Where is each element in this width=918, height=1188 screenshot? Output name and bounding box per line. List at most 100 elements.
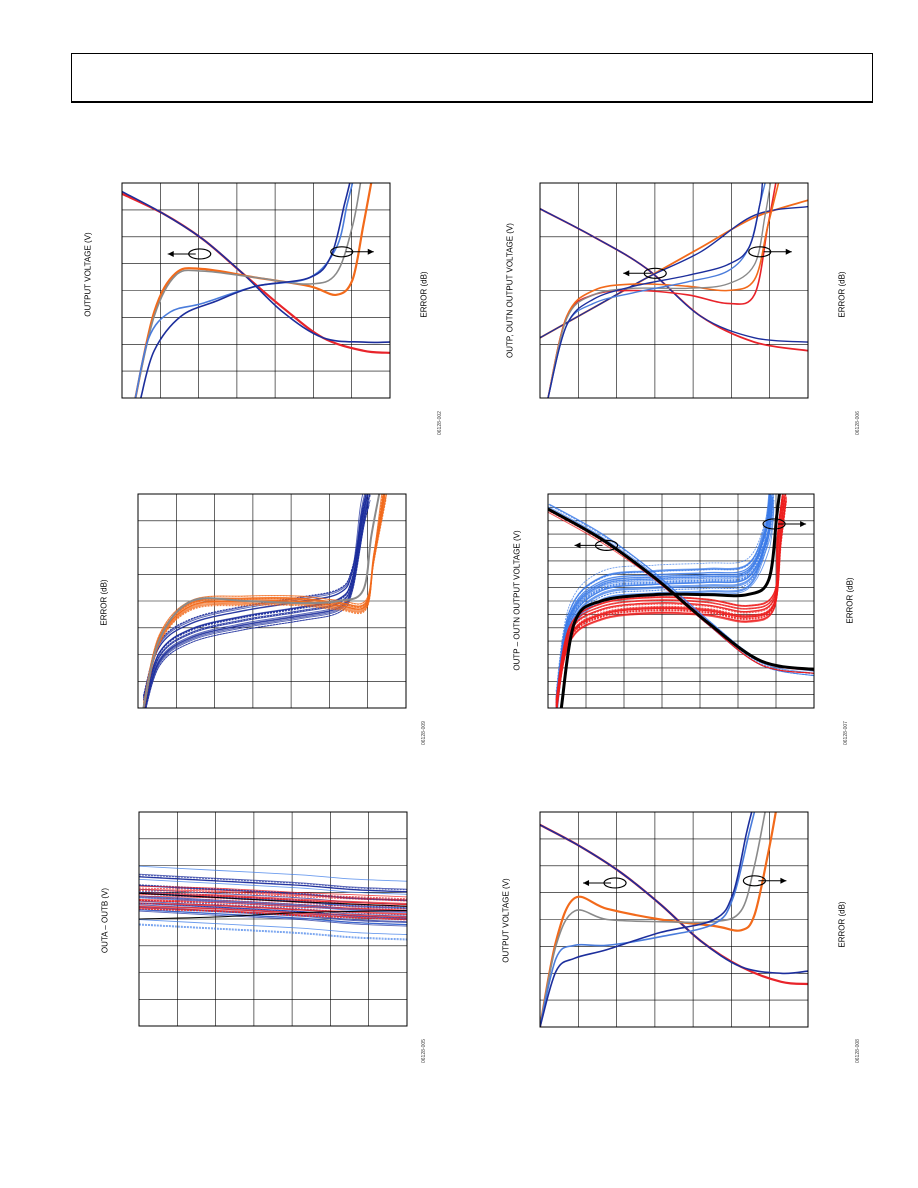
chart-4-figure-id: 06128-007 <box>843 721 849 745</box>
axis-indicator-marker <box>167 248 212 260</box>
series-line <box>139 903 407 915</box>
series-line <box>555 494 774 706</box>
series-line <box>144 500 369 708</box>
series-line <box>139 892 407 904</box>
series-line <box>540 199 808 339</box>
chart-5-plot-area <box>139 865 407 941</box>
chart-6-figure-id: 06128-008 <box>855 1039 861 1063</box>
series-line <box>139 902 407 915</box>
axis-indicator-marker <box>574 539 619 551</box>
series-line <box>559 494 781 708</box>
series-line <box>139 908 407 921</box>
chart-2-grid <box>540 183 808 398</box>
chart-3-y-axis-label: ERROR (dB) <box>99 579 109 626</box>
series-line <box>139 902 407 919</box>
series-line <box>142 494 364 699</box>
chart-1-frame <box>121 182 391 399</box>
series-line <box>139 878 407 895</box>
chart-2-y2-axis-label: ERROR (dB) <box>837 271 847 318</box>
chart-1-y-axis-label: OUTPUT VOLTAGE (V) <box>83 232 93 317</box>
series-line <box>142 494 371 707</box>
series-line <box>540 812 756 1027</box>
page-header-box <box>71 53 873 103</box>
chart-2-figure-id: 06128-006 <box>855 411 861 435</box>
series-line <box>540 824 808 975</box>
series-line <box>556 502 786 708</box>
chart-1-plot-area <box>122 183 390 398</box>
series-line <box>139 885 407 898</box>
series-line <box>555 494 772 703</box>
series-line <box>142 494 369 697</box>
series-line <box>142 494 367 696</box>
series-line <box>547 183 772 398</box>
series-line <box>555 494 786 706</box>
series-line <box>139 865 407 882</box>
chart-3-frame <box>137 493 407 709</box>
chart-3-plot <box>137 493 407 709</box>
axis-indicator-marker <box>748 246 792 258</box>
chart-4-plot-area <box>548 494 814 708</box>
series-line <box>556 499 788 708</box>
series-line <box>540 823 808 986</box>
series-line <box>139 892 407 907</box>
chart-2-plot <box>539 182 809 399</box>
series-line <box>555 494 784 706</box>
chart-6-y-axis-label: OUTPUT VOLTAGE (V) <box>501 878 511 963</box>
chart-1-plot <box>121 182 391 399</box>
series-line <box>555 494 772 698</box>
series-line <box>139 909 407 920</box>
series-line <box>140 183 351 398</box>
chart-5-figure-id: 06128-005 <box>421 1039 427 1063</box>
series-line <box>139 909 407 926</box>
chart-4-plot <box>547 493 815 709</box>
series-line <box>134 183 362 398</box>
chart-6-frame <box>539 811 809 1028</box>
axis-indicator-marker <box>623 267 667 279</box>
series-line <box>139 910 407 927</box>
series-line <box>139 899 407 916</box>
chart-1-figure-id: 06128-002 <box>437 411 443 435</box>
chart-2-frame <box>539 182 809 399</box>
chart-1-y2-axis-label: ERROR (dB) <box>419 271 429 318</box>
series-line <box>139 908 407 921</box>
chart-3-figure-id: 06128-009 <box>421 721 427 745</box>
series-line <box>139 907 407 920</box>
series-line <box>547 183 780 398</box>
series-line <box>142 494 368 701</box>
series-line <box>555 494 770 707</box>
axis-indicator-marker <box>742 875 787 887</box>
series-line <box>540 812 766 1027</box>
chart-6-plot-area <box>540 812 808 1027</box>
series-line <box>142 494 367 707</box>
chart-5-y-axis-label: OUTA – OUTB (V) <box>100 887 110 954</box>
chart-6-y2-axis-label: ERROR (dB) <box>837 901 847 948</box>
series-line <box>139 919 407 935</box>
series-line <box>142 494 381 708</box>
series-line <box>139 895 407 912</box>
series-line <box>540 812 753 1027</box>
axis-indicator-marker <box>583 877 627 889</box>
series-line <box>547 183 764 398</box>
series-line <box>145 505 370 708</box>
series-line <box>122 192 390 354</box>
axis-indicator-marker <box>762 518 807 530</box>
series-line <box>556 497 783 708</box>
series-line <box>122 190 390 344</box>
series-line <box>139 923 407 940</box>
chart-4-frame <box>547 493 815 709</box>
series-line <box>139 874 407 891</box>
chart-5-plot <box>138 811 408 1027</box>
chart-2-y-axis-label: OUTP, OUTN OUTPUT VOLTAGE (V) <box>505 223 515 358</box>
series-line <box>556 501 787 708</box>
series-line <box>139 888 407 901</box>
chart-5-frame <box>138 811 408 1027</box>
series-line <box>139 906 407 919</box>
series-line <box>139 887 407 900</box>
axis-indicator-marker <box>330 246 374 258</box>
series-line <box>139 924 407 941</box>
chart-4-y2-axis-label: ERROR (dB) <box>845 577 855 624</box>
series-line <box>142 494 367 696</box>
chart-6-plot <box>539 811 809 1028</box>
series-line <box>139 897 407 910</box>
series-line <box>144 498 368 708</box>
